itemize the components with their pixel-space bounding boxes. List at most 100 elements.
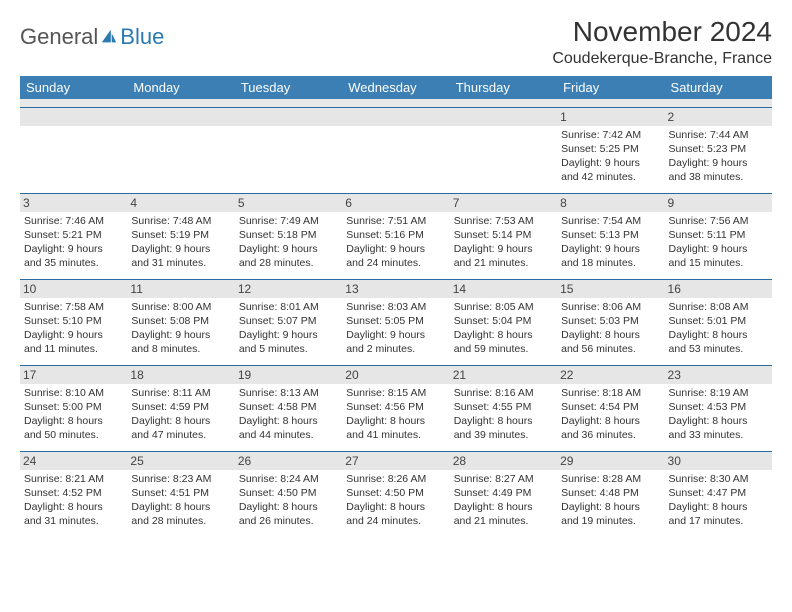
- day-daylight1: Daylight: 8 hours: [239, 414, 338, 428]
- calendar-cell: 21Sunrise: 8:16 AMSunset: 4:55 PMDayligh…: [450, 365, 557, 451]
- day-number: 17: [20, 366, 127, 384]
- calendar-cell: [20, 107, 127, 193]
- spacer-row: [20, 99, 772, 107]
- logo-text-blue: Blue: [120, 24, 164, 50]
- day-sunrise: Sunrise: 8:15 AM: [346, 386, 445, 400]
- day-sunset: Sunset: 4:47 PM: [669, 486, 768, 500]
- day-daylight1: Daylight: 8 hours: [24, 414, 123, 428]
- day-sunset: Sunset: 5:00 PM: [24, 400, 123, 414]
- day-daylight2: and 38 minutes.: [669, 170, 768, 184]
- day-sunrise: Sunrise: 8:05 AM: [454, 300, 553, 314]
- day-sunrise: Sunrise: 7:53 AM: [454, 214, 553, 228]
- day-daylight2: and 15 minutes.: [669, 256, 768, 270]
- calendar-cell: 30Sunrise: 8:30 AMSunset: 4:47 PMDayligh…: [665, 451, 772, 537]
- day-number: 2: [665, 108, 772, 126]
- day-header: Sunday: [20, 76, 127, 99]
- day-daylight1: Daylight: 9 hours: [131, 242, 230, 256]
- day-daylight2: and 21 minutes.: [454, 514, 553, 528]
- day-daylight1: Daylight: 9 hours: [239, 328, 338, 342]
- day-sunrise: Sunrise: 8:16 AM: [454, 386, 553, 400]
- calendar-table: Sunday Monday Tuesday Wednesday Thursday…: [20, 76, 772, 537]
- day-sunrise: Sunrise: 8:24 AM: [239, 472, 338, 486]
- calendar-cell: 15Sunrise: 8:06 AMSunset: 5:03 PMDayligh…: [557, 279, 664, 365]
- day-sunrise: Sunrise: 8:00 AM: [131, 300, 230, 314]
- day-sunrise: Sunrise: 8:06 AM: [561, 300, 660, 314]
- day-daylight2: and 28 minutes.: [131, 514, 230, 528]
- day-daylight1: Daylight: 9 hours: [561, 156, 660, 170]
- calendar-cell: 1Sunrise: 7:42 AMSunset: 5:25 PMDaylight…: [557, 107, 664, 193]
- day-sunrise: Sunrise: 7:42 AM: [561, 128, 660, 142]
- day-daylight1: Daylight: 8 hours: [24, 500, 123, 514]
- calendar-cell: 3Sunrise: 7:46 AMSunset: 5:21 PMDaylight…: [20, 193, 127, 279]
- day-number: 1: [557, 108, 664, 126]
- calendar-week-row: 10Sunrise: 7:58 AMSunset: 5:10 PMDayligh…: [20, 279, 772, 365]
- day-number: 24: [20, 452, 127, 470]
- calendar-cell: 20Sunrise: 8:15 AMSunset: 4:56 PMDayligh…: [342, 365, 449, 451]
- day-daylight2: and 39 minutes.: [454, 428, 553, 442]
- day-daylight2: and 2 minutes.: [346, 342, 445, 356]
- day-sunrise: Sunrise: 8:26 AM: [346, 472, 445, 486]
- calendar-cell: [450, 107, 557, 193]
- day-sunset: Sunset: 4:50 PM: [346, 486, 445, 500]
- calendar-cell: 25Sunrise: 8:23 AMSunset: 4:51 PMDayligh…: [127, 451, 234, 537]
- day-sunrise: Sunrise: 7:54 AM: [561, 214, 660, 228]
- day-daylight1: Daylight: 8 hours: [561, 328, 660, 342]
- calendar-week-row: 3 Sunrise: 7:46 AMSunset: 5:21 PM Daylight…: [20, 193, 772, 279]
- day-daylight1: Daylight: 8 hours: [454, 328, 553, 342]
- day-number: 16: [665, 280, 772, 298]
- day-daylight2: and 21 minutes.: [454, 256, 553, 270]
- day-sunrise: Sunrise: 8:10 AM: [24, 386, 123, 400]
- day-daylight1: Daylight: 8 hours: [669, 328, 768, 342]
- day-daylight1: Daylight: 9 hours: [131, 328, 230, 342]
- day-sunset: Sunset: 4:54 PM: [561, 400, 660, 414]
- day-number: 4: [127, 194, 234, 212]
- day-daylight1: Daylight: 9 hours: [239, 242, 338, 256]
- day-sunset: Sunset: 5:16 PM: [346, 228, 445, 242]
- day-number: 21: [450, 366, 557, 384]
- calendar-week-row: 1Sunrise: 7:42 AMSunset: 5:25 PMDaylight…: [20, 107, 772, 193]
- day-daylight1: Daylight: 8 hours: [346, 500, 445, 514]
- day-sunset: Sunset: 5:23 PM: [669, 142, 768, 156]
- calendar-cell: 2Sunrise: 7:44 AMSunset: 5:23 PMDaylight…: [665, 107, 772, 193]
- calendar-cell: 19Sunrise: 8:13 AMSunset: 4:58 PMDayligh…: [235, 365, 342, 451]
- day-sunrise: Sunrise: 7:51 AM: [346, 214, 445, 228]
- day-sunset: Sunset: 5:21 PM: [24, 228, 123, 242]
- day-number: 25: [127, 452, 234, 470]
- day-sunset: Sunset: 5:10 PM: [24, 314, 123, 328]
- day-daylight2: and 5 minutes.: [239, 342, 338, 356]
- day-sunset: Sunset: 4:59 PM: [131, 400, 230, 414]
- calendar-cell: 6Sunrise: 7:51 AMSunset: 5:16 PMDaylight…: [342, 193, 449, 279]
- day-number: 10: [20, 280, 127, 298]
- day-sunrise: Sunrise: 8:03 AM: [346, 300, 445, 314]
- day-number-empty: [235, 108, 342, 126]
- day-header: Saturday: [665, 76, 772, 99]
- day-number: 5: [235, 194, 342, 212]
- day-sunrise: Sunrise: 8:30 AM: [669, 472, 768, 486]
- day-number: 11: [127, 280, 234, 298]
- day-daylight1: Daylight: 8 hours: [454, 414, 553, 428]
- day-sunrise: Sunrise: 7:44 AM: [669, 128, 768, 142]
- day-sunset: Sunset: 5:05 PM: [346, 314, 445, 328]
- day-number: 28: [450, 452, 557, 470]
- day-daylight1: Daylight: 8 hours: [131, 500, 230, 514]
- calendar-cell: 10Sunrise: 7:58 AMSunset: 5:10 PMDayligh…: [20, 279, 127, 365]
- day-sunset: Sunset: 4:53 PM: [669, 400, 768, 414]
- calendar-week-row: 17Sunrise: 8:10 AMSunset: 5:00 PMDayligh…: [20, 365, 772, 451]
- day-daylight2: and 26 minutes.: [239, 514, 338, 528]
- day-number: 29: [557, 452, 664, 470]
- day-number: 18: [127, 366, 234, 384]
- day-daylight1: Daylight: 9 hours: [561, 242, 660, 256]
- calendar-cell: 11Sunrise: 8:00 AMSunset: 5:08 PMDayligh…: [127, 279, 234, 365]
- day-sunrise: Sunrise: 8:27 AM: [454, 472, 553, 486]
- calendar-cell: 7Sunrise: 7:53 AMSunset: 5:14 PMDaylight…: [450, 193, 557, 279]
- day-sunset: Sunset: 5:13 PM: [561, 228, 660, 242]
- day-sunrise: Sunrise: 7:46 AM: [24, 214, 123, 228]
- day-daylight2: and 33 minutes.: [669, 428, 768, 442]
- day-number: 3: [20, 194, 127, 212]
- day-daylight2: and 50 minutes.: [24, 428, 123, 442]
- day-sunrise: Sunrise: 8:01 AM: [239, 300, 338, 314]
- day-header: Thursday: [450, 76, 557, 99]
- day-number: 23: [665, 366, 772, 384]
- location-text: Coudekerque-Branche, France: [552, 50, 772, 68]
- day-sunset: Sunset: 5:14 PM: [454, 228, 553, 242]
